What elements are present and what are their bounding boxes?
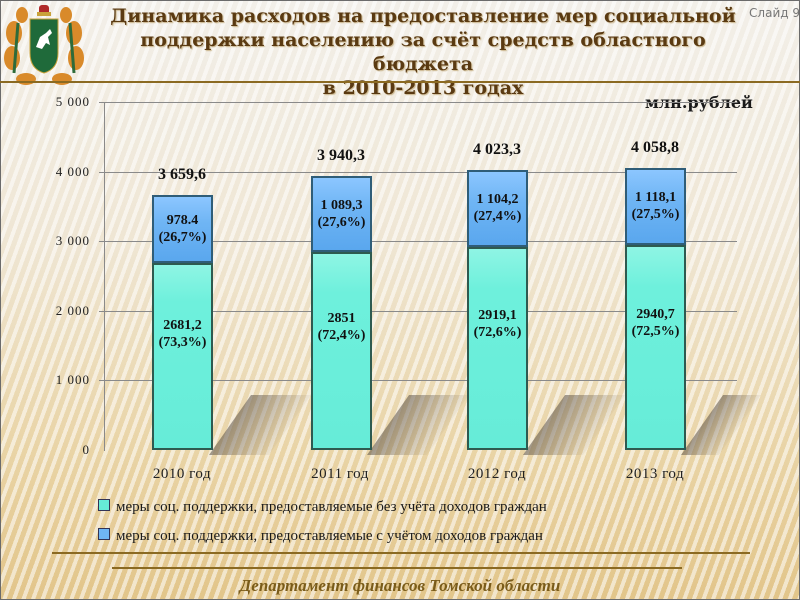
footer-department: Департамент финансов Томской области: [239, 576, 561, 595]
y-tick-2000: 2 000: [55, 303, 90, 318]
legend-swatch-icon: [98, 499, 110, 511]
bar-total-label: 4 058,8: [631, 138, 679, 156]
bar-total-label: 4 023,3: [473, 140, 521, 158]
footer-divider: [112, 567, 682, 569]
x-label-2013: 2013 год: [625, 466, 685, 482]
bar-2012-год: 1 104,2 (27,4%) 2919,1 (72,6%): [467, 169, 528, 450]
title-line-1: Динамика расходов на предоставление мер …: [110, 5, 736, 27]
segment-value-label: 2851 (72,4%): [317, 310, 366, 343]
gridline-1000: [99, 380, 737, 381]
segment-value-label: 2681,2 (73,3%): [158, 318, 207, 351]
header-divider: [0, 81, 800, 83]
y-axis: [104, 102, 105, 451]
gridline-2000: [99, 311, 737, 312]
bar-2010-год: 978.4 (26,7%) 2681,2 (73,3%): [152, 195, 213, 450]
legend-item-with-income: меры соц. поддержки, предоставляемые с у…: [98, 528, 543, 545]
segment-value-label: 1 089,3 (27,6%): [317, 197, 366, 230]
segment-value-label: 1 118,1 (27,5%): [631, 190, 680, 223]
bar-segment-without-income: 2851 (72,4%): [311, 251, 372, 450]
bar-segment-with-income: 1 089,3 (27,6%): [311, 175, 372, 252]
segment-value-label: 978.4 (26,7%): [158, 213, 207, 246]
x-label-2011: 2011 год: [311, 466, 369, 482]
segment-value-label: 1 104,2 (27,4%): [473, 192, 522, 225]
bar-2011-год: 1 089,3 (27,6%) 2851 (72,4%): [311, 175, 372, 450]
legend-swatch-icon: [98, 528, 110, 540]
gridline-5000: [99, 102, 737, 103]
legend-label: меры соц. поддержки, предоставляемые без…: [116, 499, 547, 515]
segment-value-label: 2919,1 (72,6%): [473, 307, 522, 340]
legend-label: меры соц. поддержки, предоставляемые с у…: [116, 528, 543, 544]
y-tick-3000: 3 000: [55, 233, 90, 248]
gridline-4000: [99, 172, 737, 173]
y-tick-5000: 5 000: [55, 94, 90, 109]
slide-number: Слайд 9: [749, 6, 800, 20]
bar-segment-without-income: 2681,2 (73,3%): [152, 263, 213, 450]
title-line-3: бюджета: [372, 53, 474, 75]
bar-segment-with-income: 1 104,2 (27,4%): [467, 169, 528, 247]
x-label-2012: 2012 год: [467, 466, 527, 482]
bar-2013-год: 1 118,1 (27,5%) 2940,7 (72,5%): [625, 167, 686, 450]
x-label-2010: 2010 год: [152, 466, 212, 482]
bar-segment-without-income: 2919,1 (72,6%): [467, 246, 528, 450]
bar-total-label: 3 940,3: [317, 146, 365, 164]
legend-item-without-income: меры соц. поддержки, предоставляемые без…: [98, 499, 547, 516]
y-tick-4000: 4 000: [55, 164, 90, 179]
footer-divider: [52, 552, 750, 554]
gridline-3000: [99, 241, 737, 242]
bar-segment-with-income: 978.4 (26,7%): [152, 195, 213, 264]
bar-segment-with-income: 1 118,1 (27,5%): [625, 167, 686, 246]
chart-title: Динамика расходов на предоставление мер …: [78, 4, 768, 100]
bar-segment-without-income: 2940,7 (72,5%): [625, 245, 686, 450]
tomsk-coat-of-arms-icon: [4, 5, 84, 85]
y-tick-0: 0: [82, 442, 90, 457]
title-line-2: поддержки населению за счёт средств обла…: [140, 29, 706, 51]
bar-total-label: 3 659,6: [158, 166, 206, 184]
segment-value-label: 2940,7 (72,5%): [631, 307, 680, 340]
y-tick-1000: 1 000: [55, 372, 90, 387]
